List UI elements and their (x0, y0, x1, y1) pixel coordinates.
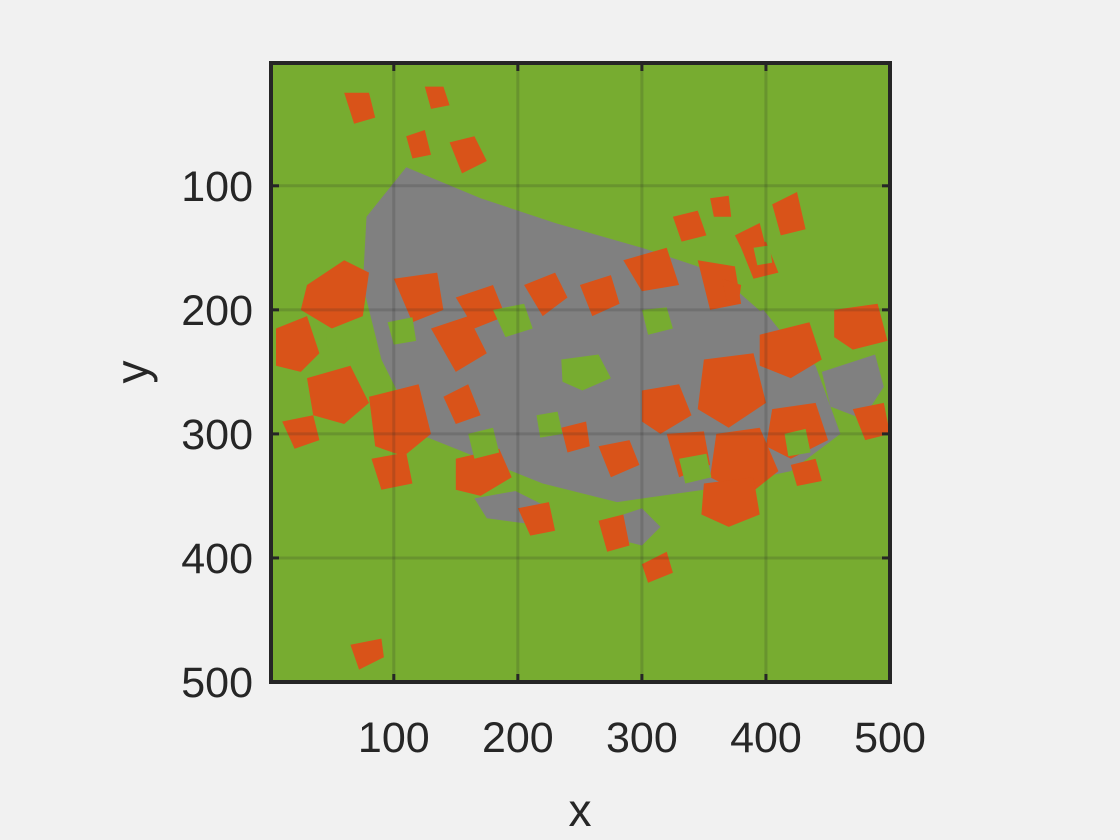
x-tick-label-200: 200 (482, 714, 554, 762)
heatmap-region-class-2-33 (641, 384, 692, 434)
heatmap-region-class-2-16 (443, 384, 481, 424)
heatmap-region-class-2-39 (598, 440, 640, 478)
heatmap-region-class-1-52 (387, 317, 417, 345)
heatmap-region-class-2-27 (759, 322, 822, 379)
heatmap-region-class-2-22 (722, 278, 742, 304)
grid-lines (271, 63, 890, 682)
heatmap-region-class-2-13 (431, 316, 487, 372)
plot-area (271, 63, 890, 682)
heatmap-region-class-1-53 (536, 411, 563, 438)
heatmap-region-class-2-9 (369, 384, 431, 457)
y-tick-label-300: 300 (181, 411, 253, 459)
heatmap-region-class-2-6 (300, 260, 369, 329)
heatmap-region-class-2-26 (710, 195, 732, 217)
heatmap-region-class-1-50 (468, 427, 500, 459)
heatmap-region-class-2-40 (561, 421, 590, 453)
heatmap-region-class-1-55 (753, 245, 773, 266)
heatmap-region-class-2-12 (393, 272, 444, 323)
x-tick-label-100: 100 (358, 714, 430, 762)
y-tick-label-400: 400 (181, 535, 253, 583)
heatmap-region-class-2-8 (307, 365, 369, 424)
heatmap-region-class-1-49 (641, 307, 673, 335)
heatmap-region-class-1-56 (325, 332, 347, 352)
heatmap-region-class-2-17 (524, 272, 568, 317)
y-tick-label-500: 500 (181, 659, 253, 707)
heatmap-region-class-3-3 (821, 354, 884, 419)
tick-marks (271, 63, 892, 684)
tick-labels: 100 200 300 400 500 100 200 300 400 500 (181, 163, 926, 762)
x-tick-label-300: 300 (606, 714, 678, 762)
heatmap-region-class-1-48 (493, 303, 533, 338)
heatmap-region-class-2-29 (710, 427, 779, 496)
heatmap-region-class-1-51 (679, 453, 712, 484)
heatmap-region-class-2-15 (455, 448, 512, 496)
heatmap-region-class-2-46 (790, 458, 822, 486)
x-tick-label-400: 400 (730, 714, 802, 762)
heatmap-region-class-2-42 (424, 86, 450, 109)
heatmap-region-class-1-47 (561, 354, 611, 391)
y-axis-label: y (106, 361, 158, 384)
heatmap-region-class-2-35 (701, 477, 760, 527)
heatmap-region-class-2-32 (852, 402, 890, 441)
y-tick-label-200: 200 (181, 287, 253, 335)
heatmap-region-class-2-38 (517, 502, 556, 536)
heatmap-region-class-2-37 (598, 514, 630, 552)
heatmap-region-class-2-43 (350, 638, 384, 670)
heatmap-region-class-2-20 (672, 210, 707, 242)
x-axis-label: x (569, 784, 592, 836)
heatmap-region-class-2-36 (641, 551, 673, 583)
heatmap-region-class-2-14 (455, 285, 506, 329)
heatmap-region-class-2-28 (697, 353, 766, 428)
y-tick-label-100: 100 (181, 163, 253, 211)
heatmap-regions (276, 86, 890, 670)
heatmap-region-class-2-11 (371, 452, 413, 490)
heatmap-region-class-2-7 (276, 316, 320, 372)
heatmap-region-class-2-41 (344, 92, 376, 124)
axes-box (269, 61, 892, 684)
heatmap-region-class-2-30 (766, 402, 828, 459)
heatmap-region-class-2-10 (282, 415, 320, 449)
heatmap-region-class-1-54 (784, 428, 811, 457)
heatmap-region-class-2-18 (579, 275, 620, 317)
heatmap-region-class-2-44 (449, 136, 487, 174)
heatmap-region-class-2-24 (772, 192, 806, 236)
heatmap-region-class-2-19 (623, 247, 680, 292)
heatmap-region-class-2-31 (834, 303, 888, 350)
heatmap-region-class-2-45 (406, 130, 431, 159)
x-tick-label-500: 500 (854, 714, 926, 762)
